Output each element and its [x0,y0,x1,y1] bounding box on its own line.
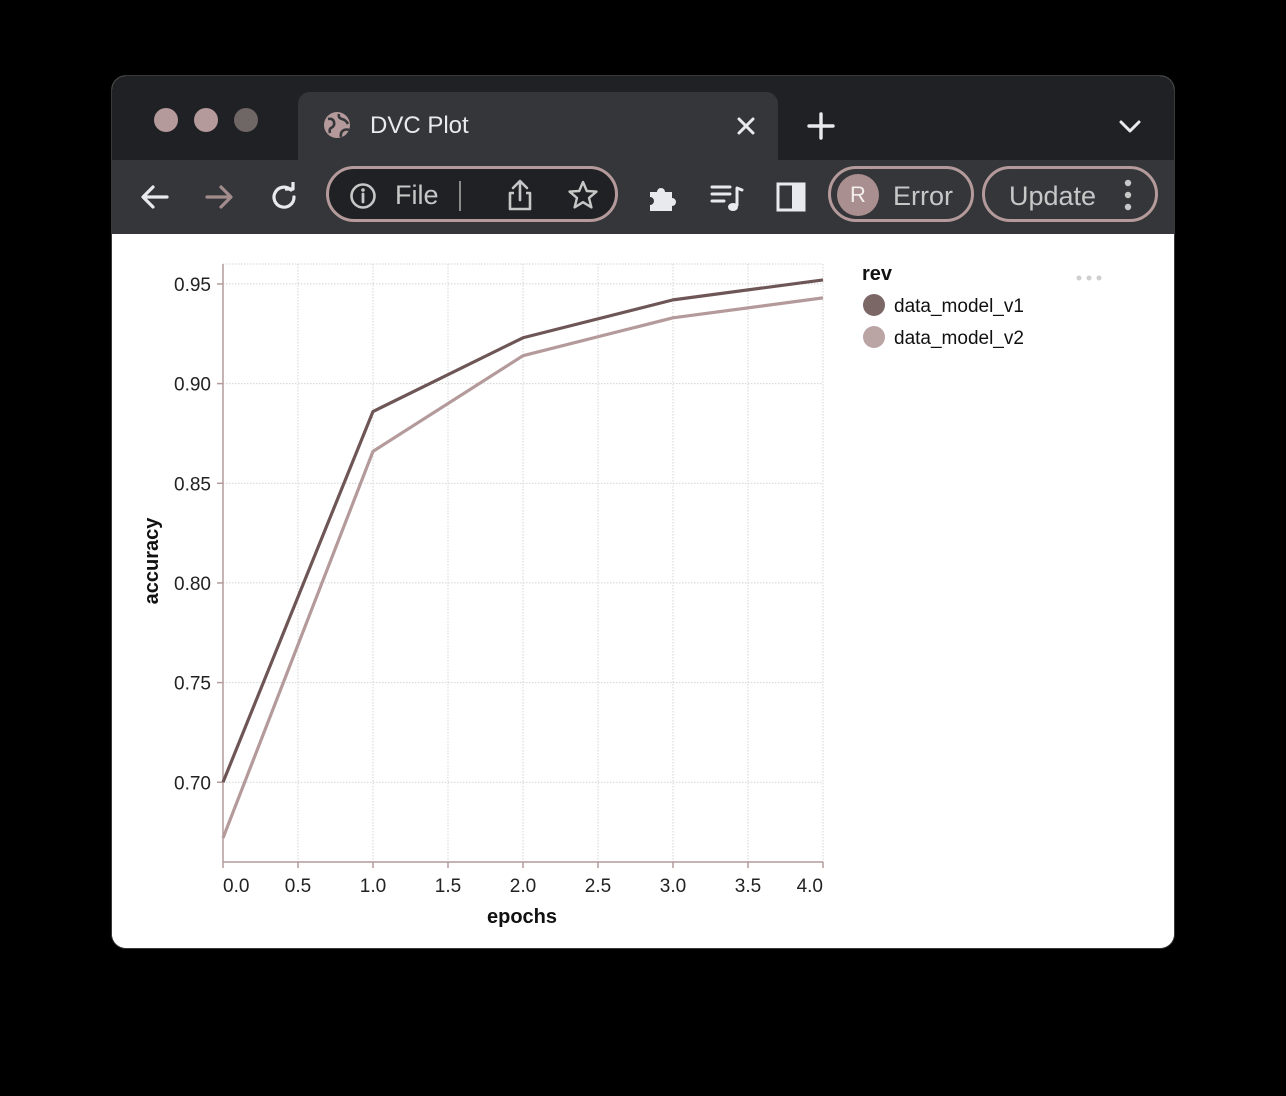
reload-icon[interactable] [267,180,301,214]
update-button[interactable]: Update [982,166,1158,222]
extensions-puzzle-icon[interactable] [646,180,680,214]
legend-swatch-data_model_v1 [863,294,885,316]
y-tick-label: 0.80 [174,574,211,595]
forward-arrow-icon[interactable] [202,180,236,214]
x-tick-label: 4.0 [797,876,823,897]
star-icon[interactable] [567,179,599,211]
globe-icon [324,112,350,138]
update-label: Update [1009,181,1097,211]
chart-grid [223,263,824,862]
tab-title: DVC Plot [370,112,469,139]
y-tick-label: 0.70 [174,773,211,794]
line-chart: 0.0 0.5 1.0 1.5 2.0 2.5 3.0 3.5 4.0 0.70 0.75 0.80 0… [141,263,1102,928]
legend-title: rev [862,263,893,285]
toolbar: File R Error Updat [112,160,1174,234]
avatar: R [837,174,879,216]
series-line-data_model_v2 [221,296,824,839]
address-label: File [395,180,439,210]
chart-axes: 0.0 0.5 1.0 1.5 2.0 2.5 3.0 3.5 4.0 0.70 0.75 0.80 0… [174,264,824,897]
x-tick-label: 3.0 [660,876,686,897]
x-axis-label: epochs [487,906,557,928]
x-tick-label: 2.5 [585,876,611,897]
y-tick-label: 0.75 [174,674,211,695]
more-vert-icon[interactable] [1123,177,1133,213]
profile-status: Error [893,181,953,211]
address-divider [459,181,461,211]
x-tick-label: 0.0 [223,876,249,897]
address-bar[interactable]: File [326,166,618,222]
close-tab-icon[interactable] [732,112,760,140]
back-arrow-icon[interactable] [138,180,172,214]
info-icon[interactable] [349,182,377,210]
legend-label: data_model_v1 [894,296,1024,317]
side-panel-icon[interactable] [774,180,808,214]
tab-dvc-plot[interactable]: DVC Plot [298,92,778,160]
chart-series [221,278,824,839]
y-tick-label: 0.85 [174,474,211,495]
close-window-button[interactable] [154,108,178,132]
legend-label: data_model_v2 [894,328,1024,349]
new-tab-icon[interactable] [806,111,836,141]
x-tick-label: 1.5 [435,876,461,897]
minimize-window-button[interactable] [194,108,218,132]
chart-menu-icon[interactable] [1076,275,1102,281]
x-tick-label: 2.0 [510,876,536,897]
chart-legend: rev data_model_v1 data_model_v2 [862,263,1102,349]
chevron-down-icon[interactable] [1116,114,1144,138]
maximize-window-button[interactable] [234,108,258,132]
legend-swatch-data_model_v2 [863,326,885,348]
x-tick-label: 3.5 [735,876,761,897]
series-line-data_model_v1 [221,278,824,783]
x-tick-label: 1.0 [360,876,386,897]
tab-bar: DVC Plot [112,76,1174,160]
y-tick-label: 0.90 [174,375,211,396]
share-icon[interactable] [505,178,535,212]
browser-window: DVC Plot File [112,76,1174,948]
page-content: 0.0 0.5 1.0 1.5 2.0 2.5 3.0 3.5 4.0 0.70 0.75 0.80 0… [112,234,1174,948]
media-playlist-icon[interactable] [710,180,744,214]
y-tick-label: 0.95 [174,275,211,296]
y-axis-label: accuracy [141,517,163,605]
x-tick-label: 0.5 [285,876,311,897]
profile-button[interactable]: R Error [828,166,974,222]
